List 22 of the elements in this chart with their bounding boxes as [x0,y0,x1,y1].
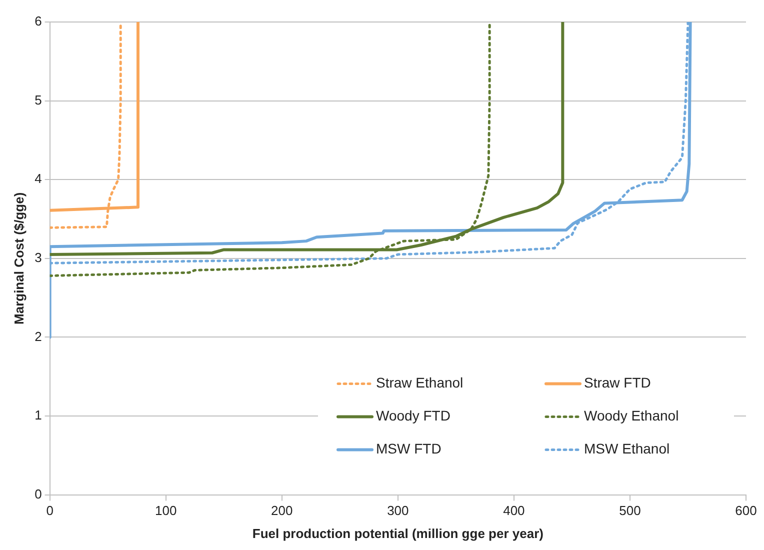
y-tick-label: 3 [34,250,42,265]
legend-label: MSW FTD [376,440,442,457]
y-tick-label: 0 [34,486,42,502]
y-tick-label: 6 [34,14,42,29]
x-tick-label: 200 [271,503,293,518]
y-tick-label: 5 [34,92,42,108]
legend-label: Straw Ethanol [376,374,464,391]
x-axis-title: Fuel production potential (million gge per year) [252,526,544,541]
y-axis-title: Marginal Cost ($/gge) [11,192,26,324]
x-tick-label: 400 [503,503,525,518]
x-tick-label: 600 [735,503,757,518]
x-tick-label: 0 [46,503,54,518]
x-tick-label: 100 [155,503,177,518]
x-tick-label: 500 [619,503,641,518]
y-tick-label: 1 [34,408,42,423]
y-tick-label: 2 [34,328,42,344]
legend-label: Straw FTD [584,374,651,391]
legend-label: MSW Ethanol [584,440,670,457]
x-tick-label: 300 [387,503,409,518]
legend-label: Woody FTD [376,408,450,424]
y-tick-label: 4 [34,171,42,186]
legend-label: Woody Ethanol [584,408,679,424]
